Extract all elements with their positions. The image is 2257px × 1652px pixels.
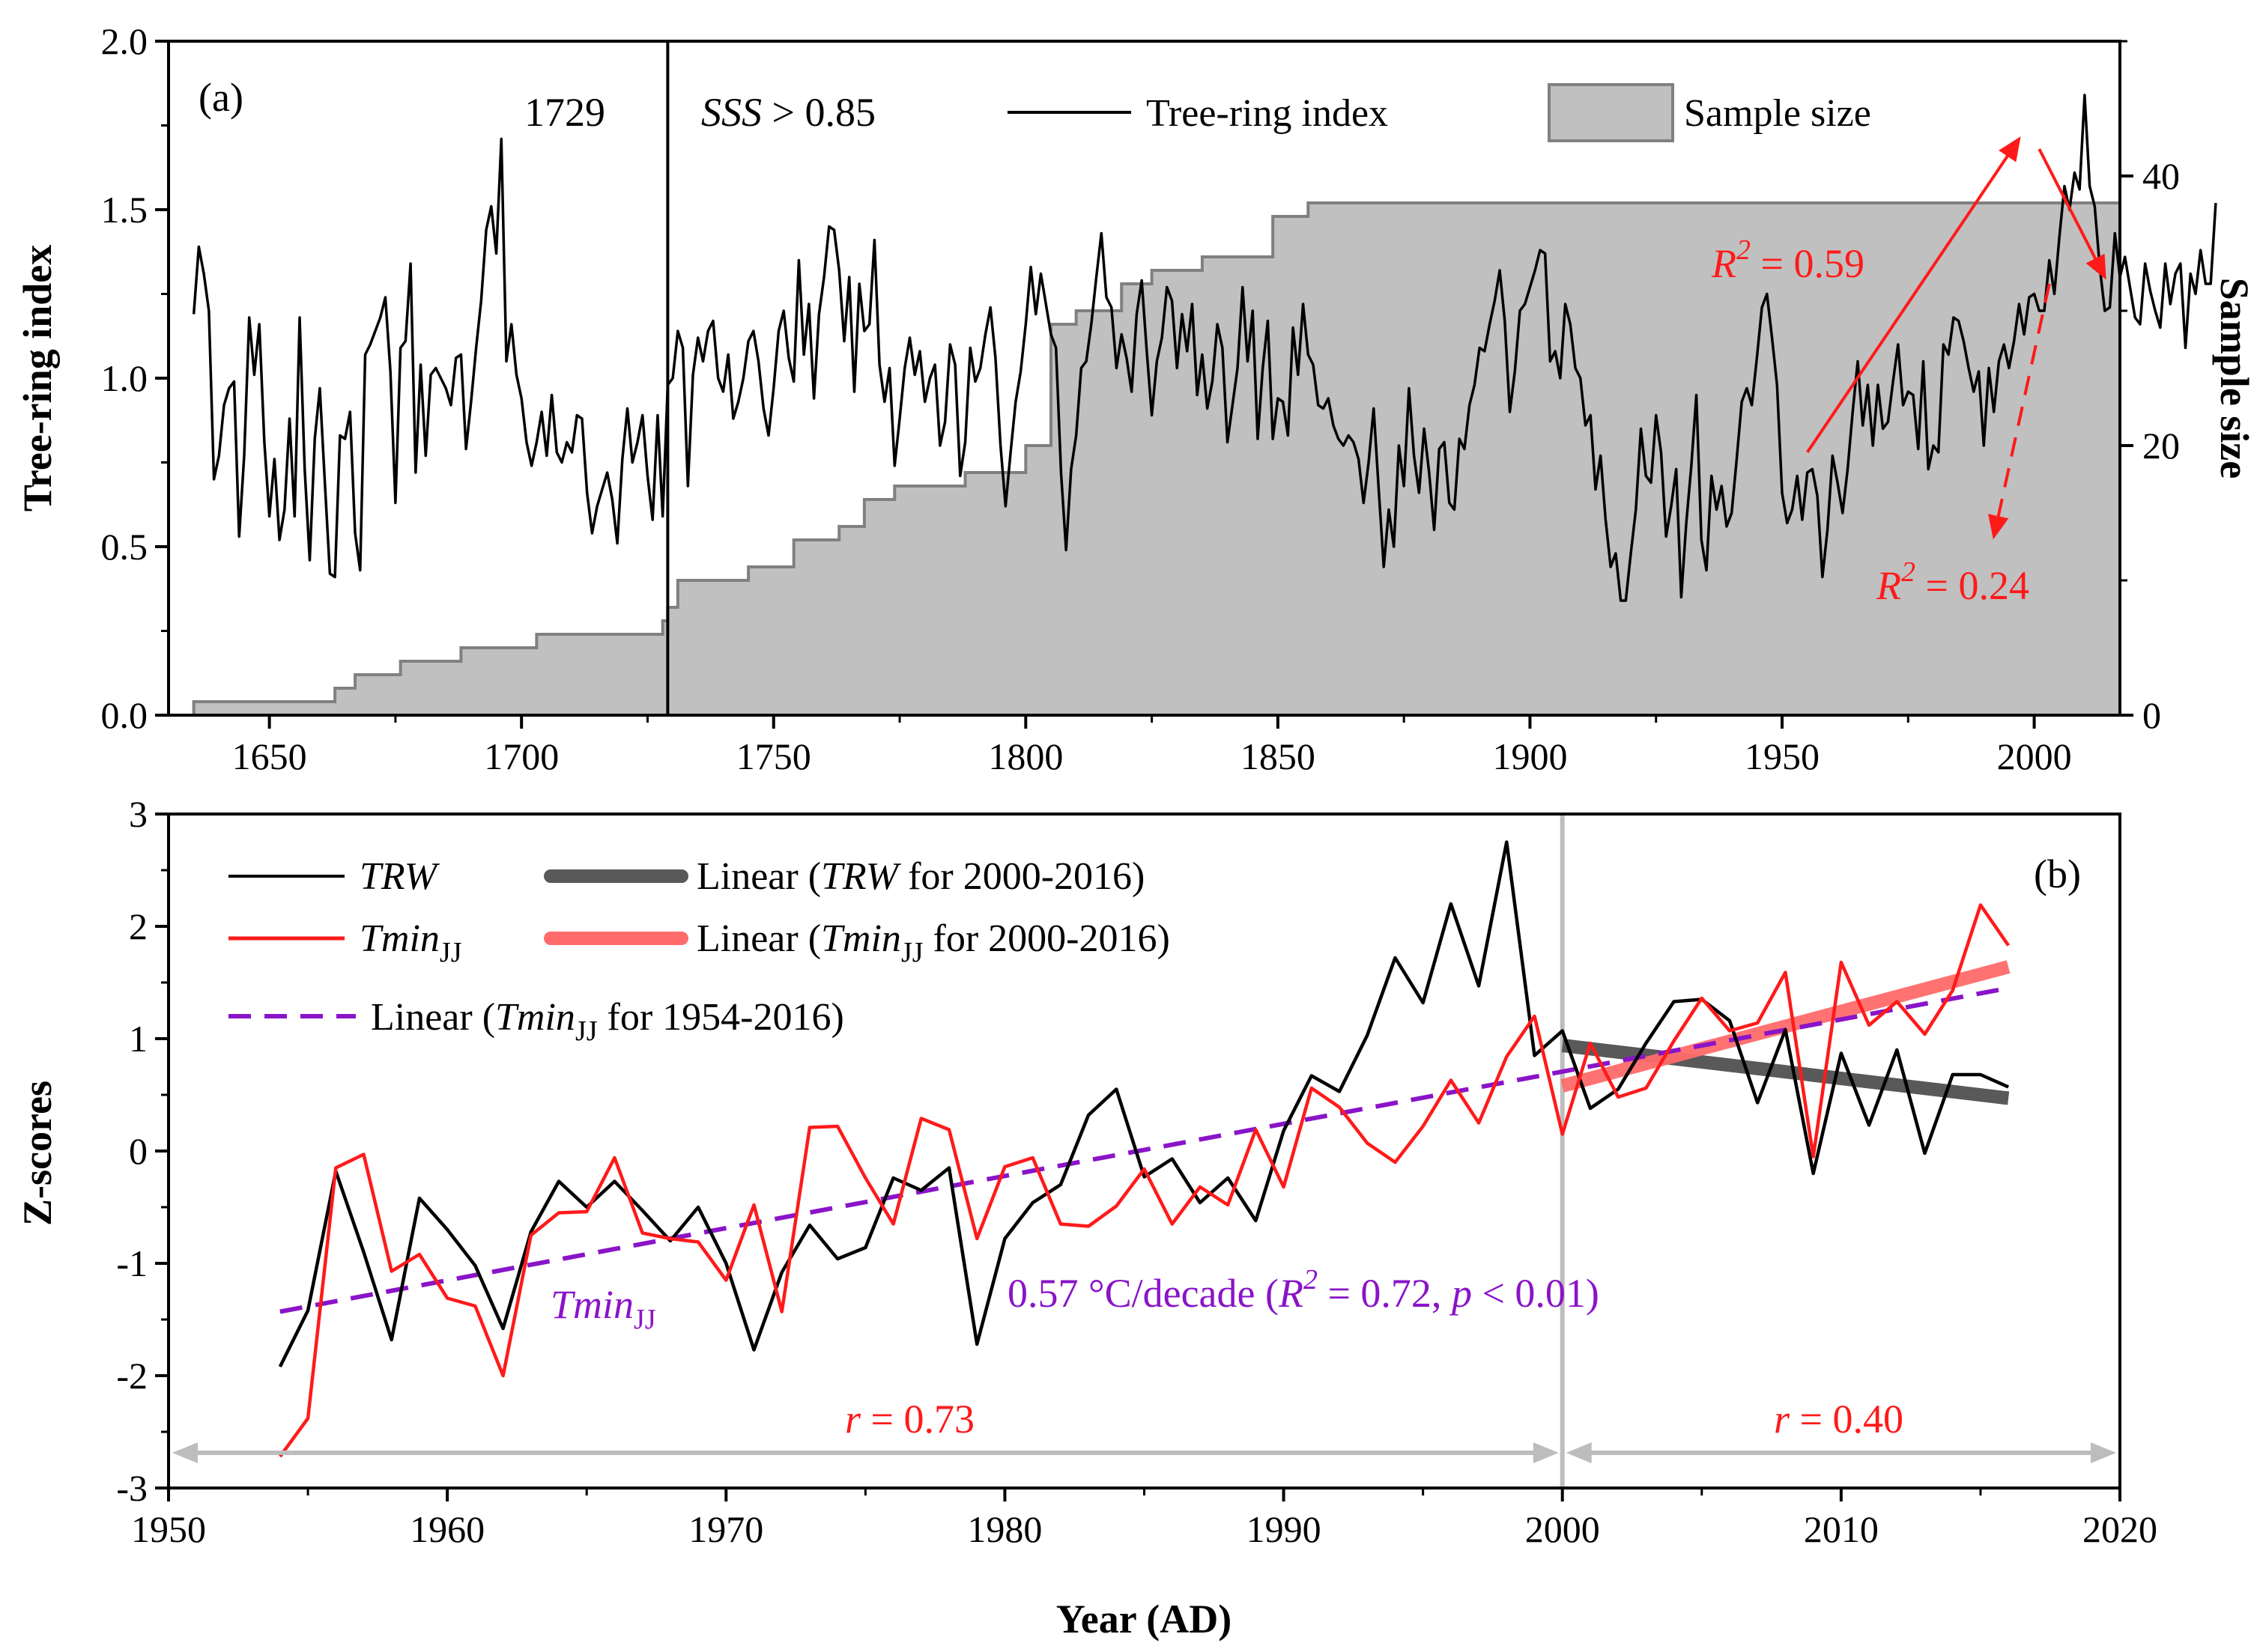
trend-line bbox=[1560, 960, 2011, 1093]
r2-annotation-059: R2 = 0.59 bbox=[1711, 234, 1864, 286]
x-tick-label: 1960 bbox=[410, 1508, 485, 1550]
tree-ring-series-layer bbox=[192, 94, 2217, 602]
x-tick-label: 2000 bbox=[1525, 1508, 1600, 1550]
y-tick-label: 0 bbox=[129, 1130, 148, 1172]
x-tick-label: 1650 bbox=[232, 735, 307, 777]
panel-b-y-axis-title: Z-scores bbox=[15, 1081, 60, 1226]
y-tick-label: -1 bbox=[116, 1242, 148, 1284]
trend-line bbox=[279, 986, 2009, 1314]
panel-b: 1950 1960 1970 1980 1990 2000 2010 2020 -3 -2 -1 0 1… bbox=[15, 793, 2157, 1642]
x-tick-label: 1900 bbox=[1492, 735, 1567, 777]
x-tick-label: 1950 bbox=[1745, 735, 1820, 777]
trend-arrow bbox=[1806, 136, 2021, 454]
x-tick-label: 1850 bbox=[1240, 735, 1315, 777]
panel-a: 1650 1700 1750 1800 1850 1900 1950 2000 0.0 0.5 1.… bbox=[15, 20, 2257, 777]
x-tick-label: 2020 bbox=[2082, 1508, 2157, 1550]
sample-size-area bbox=[192, 201, 2121, 717]
y-tick-label: -2 bbox=[116, 1355, 148, 1397]
legend-sample-size-swatch bbox=[1548, 83, 1674, 142]
y-tick-label: 2 bbox=[129, 905, 148, 947]
y-tick-label: 0.0 bbox=[101, 694, 148, 736]
tree-ring-index-line bbox=[192, 94, 2217, 602]
period-arrows bbox=[172, 1442, 2116, 1463]
legend-tmin-label: TminJJ bbox=[360, 917, 462, 968]
x-tick-label: 1990 bbox=[1246, 1508, 1321, 1550]
period-arrow-head bbox=[172, 1442, 198, 1463]
x-tick-label: 1950 bbox=[131, 1508, 206, 1550]
period-arrow-head bbox=[2091, 1442, 2116, 1463]
y-right-tick-label: 40 bbox=[2142, 155, 2180, 197]
y-tick-label: 3 bbox=[129, 793, 148, 835]
tmin-trend-annotation: TminJJ bbox=[551, 1282, 656, 1335]
slope-annotation: 0.57 °C/decade (R2 = 0.72, p < 0.01) bbox=[1008, 1264, 1599, 1316]
panel-a-y-axis-title: Tree-ring index bbox=[15, 245, 60, 511]
x-tick-label: 2010 bbox=[1804, 1508, 1879, 1550]
sample-size-area-layer bbox=[192, 201, 2121, 717]
x-tick-label: 1980 bbox=[967, 1508, 1042, 1550]
panel-a-tick-labels: 1650 1700 1750 1800 1850 1900 1950 2000 0.0 0.5 1.… bbox=[101, 20, 2181, 777]
legend-tree-ring-label: Tree-ring index bbox=[1146, 92, 1388, 135]
legend-trw-trend-label: Linear (TRW for 2000-2016) bbox=[697, 855, 1145, 898]
legend-sample-size-label: Sample size bbox=[1684, 92, 1871, 135]
panel-a-label: (a) bbox=[199, 75, 243, 120]
y-tick-label: 0.5 bbox=[101, 526, 148, 568]
x-tick-label: 1750 bbox=[736, 735, 811, 777]
panel-b-label: (b) bbox=[2034, 851, 2081, 896]
trend-arrow bbox=[1988, 283, 2051, 540]
y-tick-label: 1.0 bbox=[101, 357, 148, 399]
trw-line bbox=[278, 840, 2010, 1368]
legend-tmin-trend-label: Linear (TminJJ for 2000-2016) bbox=[697, 917, 1170, 968]
y-tick-label: -3 bbox=[116, 1467, 148, 1509]
panel-b-x-axis-title: Year (AD) bbox=[1056, 1597, 1231, 1642]
x-tick-label: 1700 bbox=[484, 735, 559, 777]
period-arrow-head bbox=[1566, 1442, 1592, 1463]
panel-a-frame bbox=[167, 40, 2121, 717]
sss-threshold-label: SSS > 0.85 bbox=[701, 90, 876, 135]
y-right-tick-label: 20 bbox=[2142, 425, 2180, 467]
panel-a-arrows bbox=[1806, 136, 2106, 540]
r2-annotation-024: R2 = 0.24 bbox=[1876, 556, 2029, 608]
y-right-tick-label: 0 bbox=[2142, 694, 2161, 736]
trend-lines-layer bbox=[279, 960, 2011, 1314]
panel-b-tick-labels: 1950 1960 1970 1980 1990 2000 2010 2020 -3 -2 -1 0 1… bbox=[116, 793, 2157, 1550]
y-tick-label: 1 bbox=[129, 1018, 148, 1060]
panel-a-y-axis-title-right: Sample size bbox=[2212, 278, 2257, 479]
tmin-jj-line bbox=[279, 903, 2010, 1458]
trend-arrow bbox=[2038, 148, 2106, 280]
z-score-series-layer bbox=[278, 840, 2010, 1458]
period-arrow-head bbox=[1533, 1442, 1559, 1463]
x-tick-label: 1800 bbox=[988, 735, 1063, 777]
r-right-annotation: r = 0.40 bbox=[1774, 1397, 1903, 1442]
y-tick-label: 2.0 bbox=[101, 20, 148, 62]
x-tick-label: 1970 bbox=[688, 1508, 763, 1550]
panel-b-frame bbox=[167, 813, 2121, 1489]
legend-trw-label: TRW bbox=[360, 855, 440, 898]
trend-line bbox=[1561, 1039, 2010, 1105]
sss-year-label: 1729 bbox=[524, 90, 605, 135]
x-tick-label: 2000 bbox=[1997, 735, 2072, 777]
legend-trend-1954-label: Linear (TminJJ for 1954-2016) bbox=[371, 996, 844, 1047]
r-left-annotation: r = 0.73 bbox=[845, 1397, 975, 1442]
y-tick-label: 1.5 bbox=[101, 189, 148, 231]
